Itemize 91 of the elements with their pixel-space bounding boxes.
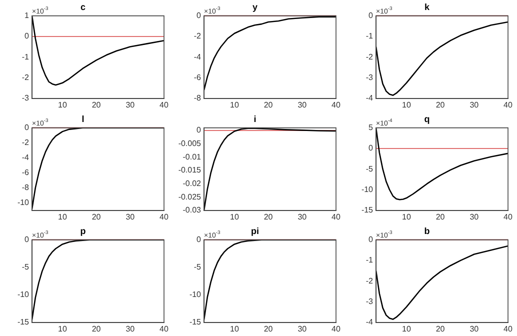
y-tick-label: -0.03 — [182, 206, 202, 215]
y-tick-label: -1 — [22, 52, 30, 62]
y-tick-label: -0.02 — [182, 178, 202, 188]
x-tick-label: 30 — [470, 100, 480, 110]
chart-title: l — [82, 114, 84, 124]
x-tick-label: 20 — [264, 324, 274, 334]
x-tick-label: 20 — [92, 324, 102, 334]
y-tick-label: 1 — [24, 11, 30, 20]
y-tick-label: -4 — [366, 94, 374, 103]
x-tick-label: 40 — [332, 324, 341, 334]
y-tick-label: 0 — [368, 11, 374, 20]
x-tick-label: 10 — [58, 100, 68, 110]
y-tick-label: -6 — [194, 72, 202, 82]
chart-title: c — [80, 2, 86, 12]
y-tick-label: -0.01 — [182, 152, 202, 162]
x-tick-label: 40 — [332, 100, 341, 110]
x-tick-label: 30 — [298, 324, 308, 334]
y-tick-label: -0.025 — [178, 192, 202, 202]
x-tick-label: 10 — [402, 100, 412, 110]
y-tick-label: -1 — [366, 32, 374, 41]
y-tick-label: -0.005 — [178, 138, 202, 148]
x-tick-label: 20 — [264, 212, 274, 222]
x-tick-label: 30 — [298, 100, 308, 110]
x-tick-label: 30 — [298, 212, 308, 222]
chart-title: q — [424, 114, 430, 124]
y-tick-label: 0 — [24, 32, 30, 41]
y-tick-label: -2 — [194, 32, 202, 41]
y-tick-label: -15 — [361, 206, 374, 215]
x-tick-label: 40 — [504, 100, 513, 110]
y-tick-label: -4 — [366, 318, 374, 327]
x-tick-label: 10 — [402, 212, 412, 222]
y-tick-label: -3 — [366, 72, 374, 82]
y-tick-label: -2 — [366, 276, 374, 286]
x-tick-label: 10 — [58, 212, 68, 222]
y-tick-label: 0 — [196, 126, 202, 135]
x-tick-label: 30 — [470, 324, 480, 334]
x-tick-label: 20 — [436, 212, 446, 222]
y-tick-label: -2 — [22, 72, 30, 82]
x-tick-label: 10 — [230, 324, 240, 334]
x-tick-label: 40 — [160, 100, 169, 110]
y-tick-label: 5 — [368, 123, 374, 132]
y-tick-label: -5 — [366, 164, 374, 174]
x-tick-label: 40 — [160, 212, 169, 222]
chart-title: i — [254, 114, 256, 124]
x-tick-label: 40 — [504, 212, 513, 222]
y-tick-label: -3 — [366, 296, 374, 306]
y-tick-label: 0 — [24, 123, 30, 132]
x-tick-label: 10 — [230, 212, 240, 222]
x-tick-label: 40 — [160, 324, 169, 334]
y-tick-label: 0 — [368, 144, 374, 153]
chart-title: y — [252, 2, 258, 12]
x-tick-label: 30 — [126, 212, 136, 222]
y-tick-label: -5 — [194, 262, 202, 272]
chart-title: b — [424, 226, 430, 236]
x-tick-label: 40 — [332, 212, 341, 222]
y-tick-label: -0.015 — [178, 166, 202, 175]
x-tick-label: 40 — [504, 324, 513, 334]
y-tick-label: -10 — [189, 290, 202, 300]
y-tick-label: -2 — [22, 138, 30, 148]
y-tick-label: -1 — [366, 256, 374, 265]
y-tick-label: -10 — [361, 184, 374, 194]
x-tick-label: 30 — [126, 324, 136, 334]
y-tick-label: -4 — [22, 153, 30, 162]
y-tick-label: -5 — [22, 262, 30, 272]
x-tick-label: 10 — [402, 324, 412, 334]
chart-title: k — [424, 2, 430, 12]
y-tick-label: -10 — [17, 290, 30, 300]
x-tick-label: 20 — [436, 324, 446, 334]
x-tick-label: 20 — [92, 212, 102, 222]
x-tick-label: 20 — [264, 100, 274, 110]
x-tick-label: 10 — [58, 324, 68, 334]
y-tick-label: -8 — [22, 183, 30, 192]
y-tick-label: -6 — [22, 168, 30, 178]
y-tick-label: 0 — [24, 235, 30, 244]
x-tick-label: 30 — [126, 100, 136, 110]
x-tick-label: 20 — [92, 100, 102, 110]
chart-title: pi — [251, 226, 259, 236]
x-tick-label: 20 — [436, 100, 446, 110]
x-tick-label: 10 — [230, 100, 240, 110]
y-tick-label: -8 — [194, 94, 202, 103]
y-tick-label: -15 — [189, 318, 202, 327]
y-tick-label: -3 — [22, 94, 30, 103]
x-tick-label: 30 — [470, 212, 480, 222]
y-tick-label: -2 — [366, 52, 374, 62]
y-tick-label: -4 — [194, 52, 202, 62]
y-tick-label: -10 — [17, 198, 30, 208]
y-tick-label: 0 — [368, 235, 374, 244]
y-tick-label: 0 — [196, 235, 202, 244]
chart-title: p — [80, 226, 86, 236]
y-tick-label: 0 — [196, 11, 202, 20]
y-tick-label: -15 — [17, 318, 30, 327]
